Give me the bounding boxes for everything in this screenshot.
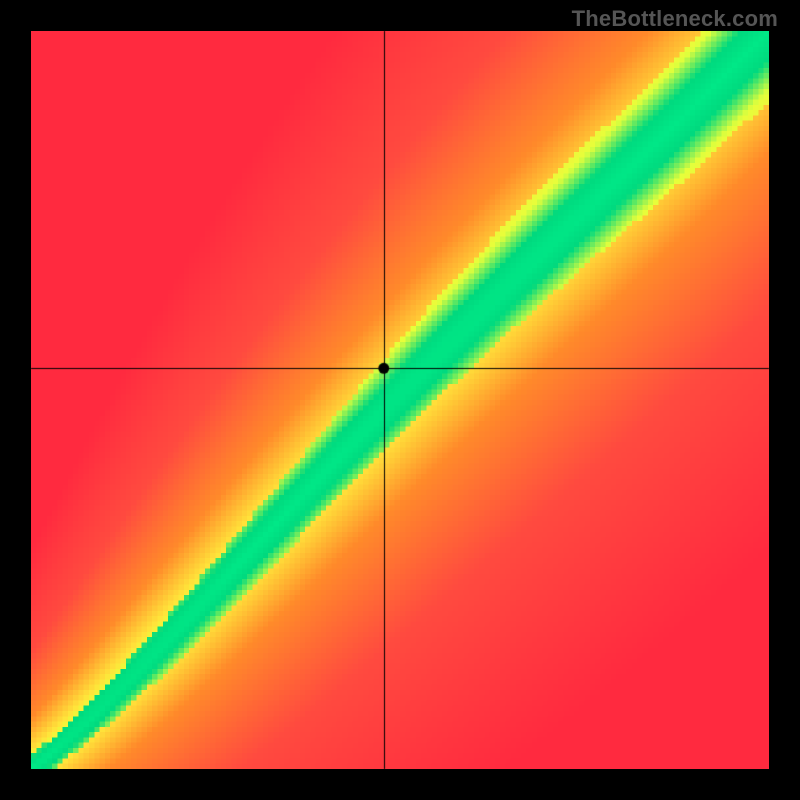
watermark-text: TheBottleneck.com [572,6,778,32]
chart-container: TheBottleneck.com [0,0,800,800]
heatmap-canvas [31,31,769,769]
